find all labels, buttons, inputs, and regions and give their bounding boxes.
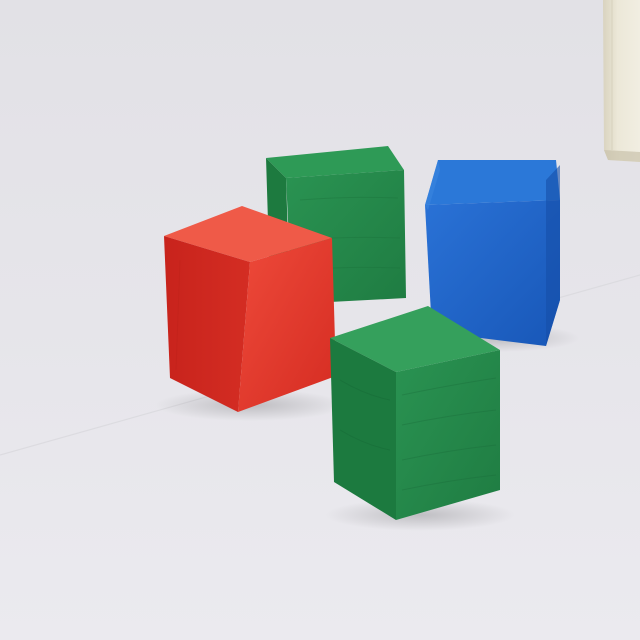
green-cube-front-shadow	[325, 499, 515, 531]
blue-cube	[425, 160, 560, 346]
red-cube	[164, 206, 336, 412]
wooden-block-edge	[603, 0, 640, 162]
green-cube-front	[330, 306, 500, 520]
